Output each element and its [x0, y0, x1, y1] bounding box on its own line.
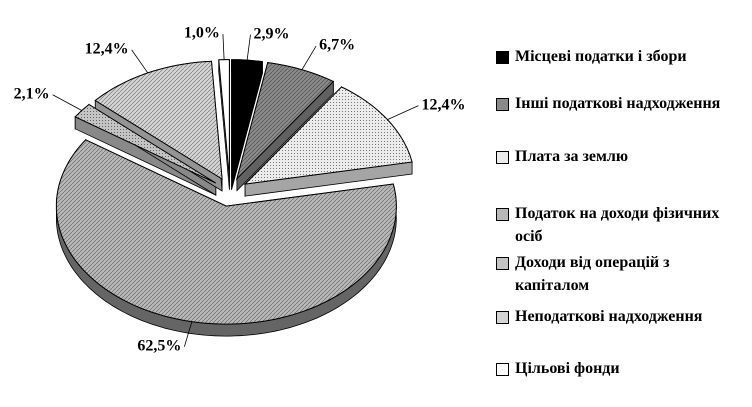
- legend-label: Податок на доходи фізичних осіб: [515, 205, 720, 245]
- legend-swatch: [496, 311, 509, 324]
- data-label: 62,5%: [137, 337, 181, 354]
- legend-label: Місцеві податки і збори: [515, 48, 687, 65]
- legend-swatch: [496, 363, 509, 376]
- leader-line: [131, 49, 149, 74]
- legend-label: Плата за землю: [515, 148, 629, 165]
- legend-item: Інші податкові надходження: [496, 92, 746, 115]
- legend-label: Неподаткові надходження: [515, 308, 703, 325]
- data-label: 1,0%: [184, 25, 220, 42]
- slice-texture: [75, 104, 216, 184]
- legend-label: Цільові фонди: [515, 360, 620, 377]
- slice-texture: [245, 87, 413, 185]
- legend-item: Цільові фонди: [496, 357, 746, 380]
- legend-item: Доходи від операцій з капіталом: [496, 251, 746, 297]
- leader-line: [52, 94, 83, 111]
- slice-texture: [56, 139, 397, 325]
- slice-texture: [236, 62, 334, 179]
- leader-line: [301, 45, 317, 70]
- slice-texture: [95, 61, 223, 179]
- legend-swatch: [496, 208, 509, 221]
- legend-label: Інші податкові надходження: [515, 95, 721, 112]
- legend-item: Місцеві податки і збори: [496, 45, 746, 68]
- leader-line: [183, 321, 193, 347]
- slice: [231, 59, 264, 178]
- data-label: 12,4%: [421, 96, 465, 113]
- legend-swatch: [496, 98, 509, 111]
- leader-line: [246, 34, 251, 61]
- legend-swatch: [496, 51, 509, 64]
- data-label: 2,9%: [253, 25, 289, 42]
- leader-line: [387, 105, 419, 121]
- leader-line: [222, 34, 225, 60]
- data-label: 6,7%: [319, 37, 355, 54]
- legend-item: Податок на доходи фізичних осіб: [496, 202, 746, 248]
- legend-label: Доходи від операцій з капіталом: [515, 254, 670, 294]
- data-label: 12,4%: [85, 41, 129, 58]
- legend-swatch: [496, 151, 509, 164]
- legend-swatch: [496, 257, 509, 270]
- legend-item: Плата за землю: [496, 145, 746, 168]
- data-label: 2,1%: [14, 85, 50, 102]
- legend-item: Неподаткові надходження: [496, 305, 746, 328]
